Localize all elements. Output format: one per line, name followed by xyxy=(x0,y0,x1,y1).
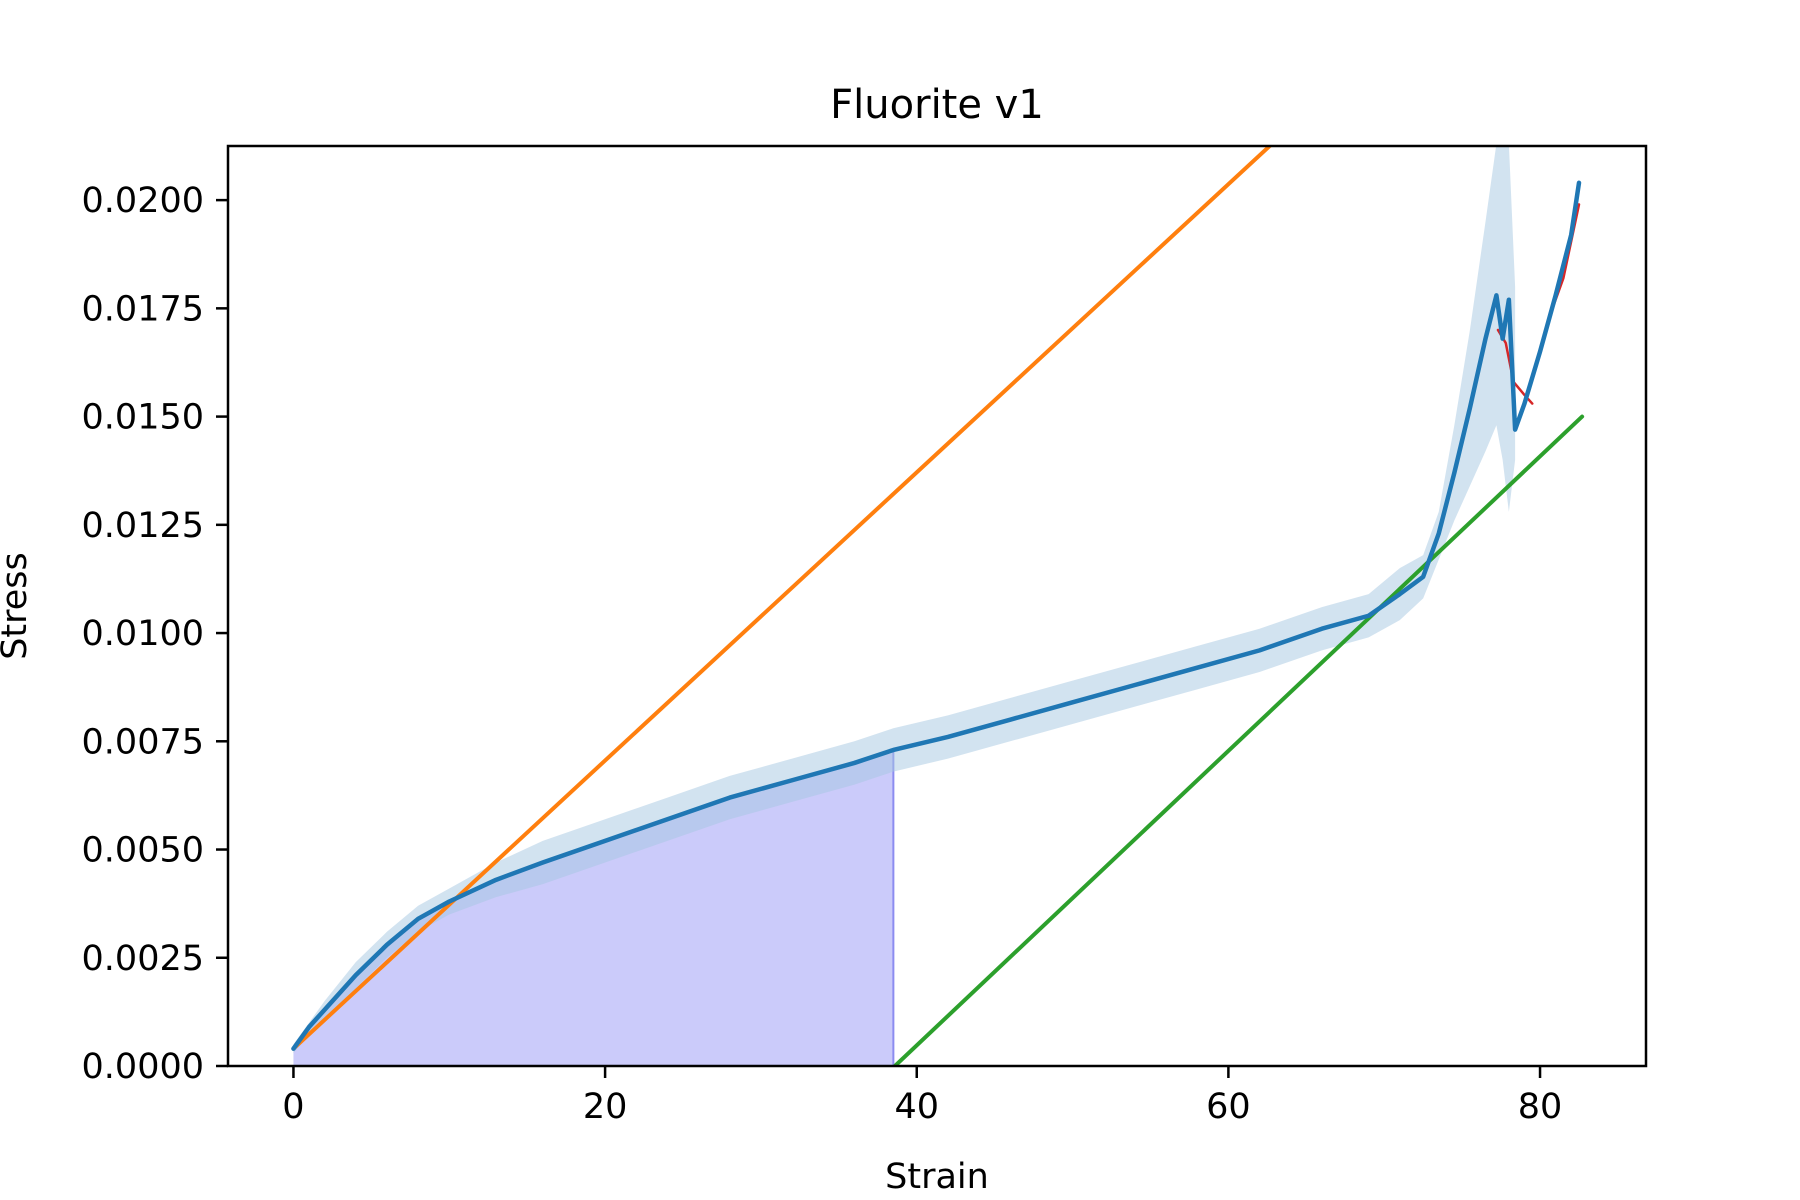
shaded-area xyxy=(293,749,894,1066)
y-tick-label: 0.0150 xyxy=(82,398,204,438)
series-line-green xyxy=(892,414,1585,1066)
x-tick-label: 0 xyxy=(282,1087,304,1127)
plot-area xyxy=(291,146,1585,1066)
x-axis-label: Strain xyxy=(885,1157,989,1197)
x-axis: 0 20 40 60 80 xyxy=(282,1066,1562,1127)
series-line-mean xyxy=(291,180,1582,1051)
y-tick-label: 0.0025 xyxy=(82,939,204,979)
y-axis: 0.0000 0.0025 0.0050 0.0075 0.0100 0.0125 0.01… xyxy=(82,181,228,1087)
y-tick-label: 0.0000 xyxy=(82,1047,204,1087)
y-tick-label: 0.0050 xyxy=(82,831,204,871)
y-tick-label: 0.0200 xyxy=(82,181,204,221)
y-tick-label: 0.0100 xyxy=(82,614,204,654)
x-tick-label: 60 xyxy=(1206,1087,1251,1127)
x-tick-label: 80 xyxy=(1518,1087,1563,1127)
y-tick-label: 0.0175 xyxy=(82,289,204,329)
y-tick-label: 0.0125 xyxy=(82,506,204,546)
x-tick-label: 40 xyxy=(894,1087,939,1127)
y-tick-label: 0.0075 xyxy=(82,722,204,762)
plot-frame xyxy=(226,144,1648,1068)
chart-title: Fluorite v1 xyxy=(830,82,1044,128)
y-axis-label: Stress xyxy=(0,552,35,660)
x-tick-label: 20 xyxy=(583,1087,628,1127)
uncertainty-band xyxy=(293,146,1516,1054)
